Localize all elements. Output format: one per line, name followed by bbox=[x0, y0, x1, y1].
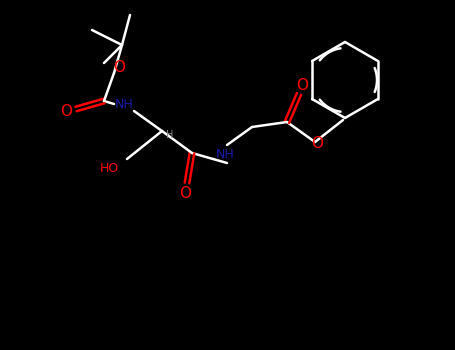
Text: O: O bbox=[60, 104, 72, 119]
Text: NH: NH bbox=[115, 98, 133, 112]
Text: HO: HO bbox=[99, 162, 119, 175]
Text: O: O bbox=[311, 136, 323, 152]
Text: O: O bbox=[296, 77, 308, 92]
Text: NH: NH bbox=[216, 148, 234, 161]
Text: H: H bbox=[167, 130, 174, 140]
Text: O: O bbox=[179, 186, 191, 201]
Text: O: O bbox=[113, 61, 125, 76]
